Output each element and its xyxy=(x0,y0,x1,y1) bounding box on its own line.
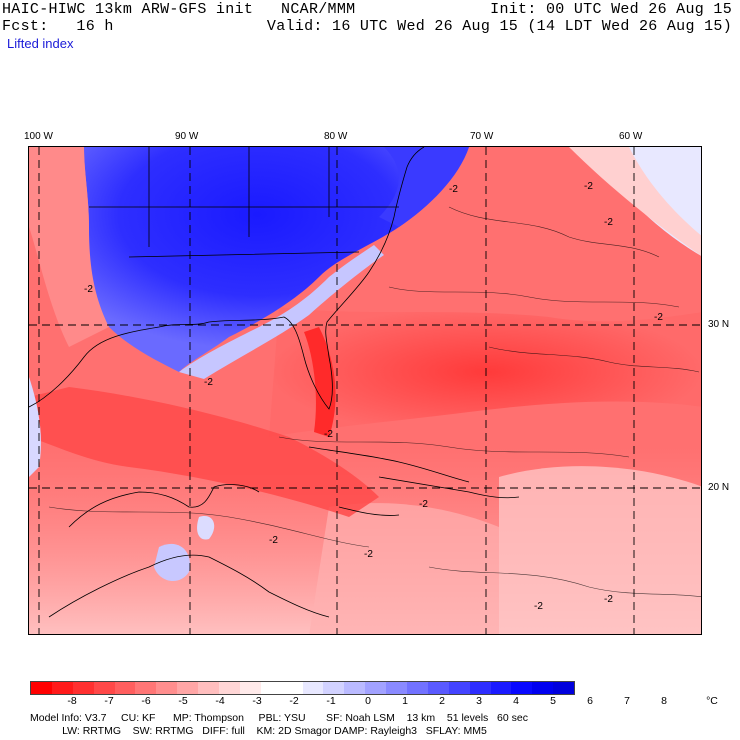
field-name: Lifted index xyxy=(7,36,74,51)
scale-swatch xyxy=(219,682,240,694)
contour-label: -2 xyxy=(534,601,543,612)
scale-tick-label: -4 xyxy=(215,695,225,707)
model-title: HAIC-HIWC 13km ARW-GFS init NCAR/MMM xyxy=(2,1,356,18)
scale-swatch xyxy=(51,682,73,694)
intense-instability-band xyxy=(269,307,701,437)
scale-swatch xyxy=(323,682,345,694)
map-svg: -2 -2 -2 -2 -2 -2 -2 -2 -2 -2 -2 -2 xyxy=(29,147,701,634)
scale-swatch xyxy=(490,682,512,694)
caribbean-weak-region xyxy=(309,503,499,634)
scale-tick-label: -7 xyxy=(104,695,114,707)
scale-tick-label: 5 xyxy=(550,695,556,707)
scale-swatch xyxy=(135,682,157,694)
lon-label-80w: 80 W xyxy=(324,131,348,142)
scale-tick-label: -5 xyxy=(178,695,188,707)
scale-tick-label: -3 xyxy=(252,695,262,707)
contour-label: -2 xyxy=(84,284,93,295)
lat-lon-grid xyxy=(29,147,701,634)
contours xyxy=(48,206,701,598)
color-scale-bar xyxy=(30,681,576,695)
scale-swatch xyxy=(114,682,136,694)
scale-swatch xyxy=(177,682,199,694)
lon-label-70w: 70 W xyxy=(470,131,494,142)
scale-swatch xyxy=(156,682,178,694)
scale-tick-label: 1 xyxy=(402,695,408,707)
lat-label-20n: 20 N xyxy=(708,482,730,493)
contour-label: -2 xyxy=(419,499,428,510)
scale-tick-label: 4 xyxy=(513,695,519,707)
scale-tick-label: 3 xyxy=(476,695,482,707)
scale-swatch xyxy=(532,682,554,694)
scale-swatch xyxy=(281,682,303,694)
forecast-hour: Fcst: 16 h xyxy=(2,18,114,35)
scale-swatch xyxy=(31,682,52,694)
scale-swatch xyxy=(448,682,470,694)
central-america-stable-pocket xyxy=(154,543,190,582)
scale-swatch xyxy=(386,682,408,694)
florida-peak xyxy=(304,327,336,437)
scale-tick-label: 0 xyxy=(365,695,371,707)
scale-tick-label: -2 xyxy=(289,695,299,707)
scale-swatch xyxy=(511,682,533,694)
valid-time: Valid: 16 UTC Wed 26 Aug 15 (14 LDT Wed … xyxy=(266,18,732,35)
coastlines xyxy=(29,147,520,618)
lon-label-100w: 100 W xyxy=(24,131,53,142)
scale-tick-label: 6 xyxy=(587,695,593,707)
contour-label: -2 xyxy=(204,377,213,388)
scale-swatch xyxy=(427,682,449,694)
contour-label: -2 xyxy=(604,217,613,228)
model-info-line2: LW: RRTMG SW: RRTMG DIFF: full KM: 2D Sm… xyxy=(30,725,487,737)
contour-label: -2 xyxy=(364,549,373,560)
northeast-transition xyxy=(569,147,701,256)
lon-label-90w: 90 W xyxy=(175,131,199,142)
scale-tick-label: -8 xyxy=(67,695,77,707)
southeast-weak-region xyxy=(499,466,701,634)
scale-swatch xyxy=(260,682,282,694)
gulf-instability-core xyxy=(29,387,379,517)
lifted-index-map: -2 -2 -2 -2 -2 -2 -2 -2 -2 -2 -2 -2 xyxy=(28,146,702,635)
lon-label-60w: 60 W xyxy=(619,131,643,142)
stable-edge-light xyxy=(179,245,384,379)
contour-label: -2 xyxy=(654,312,663,323)
scale-swatch xyxy=(302,682,324,694)
scale-swatch xyxy=(407,682,428,694)
scale-tick-label: 8 xyxy=(661,695,667,707)
scale-swatch xyxy=(198,682,220,694)
scale-swatch xyxy=(344,682,366,694)
scale-swatch xyxy=(365,682,387,694)
scale-swatch xyxy=(93,682,115,694)
scale-unit: °C xyxy=(706,695,718,707)
scale-tick-label: -1 xyxy=(326,695,336,707)
scale-swatch xyxy=(469,682,491,694)
scale-tick-label: -6 xyxy=(141,695,151,707)
scale-tick-label: 7 xyxy=(624,695,630,707)
contour-label: -2 xyxy=(584,181,593,192)
texas-moderate-region xyxy=(29,147,109,347)
lat-label-30n: 30 N xyxy=(708,319,730,330)
scale-swatch xyxy=(239,682,261,694)
stable-northeast-lobe xyxy=(379,147,469,227)
yucatan-stable-pocket xyxy=(197,516,215,540)
stable-blue-region xyxy=(84,147,469,372)
model-info-line1: Model Info: V3.7 CU: KF MP: Thompson PBL… xyxy=(30,712,528,724)
contour-label: -2 xyxy=(269,535,278,546)
contour-label: -2 xyxy=(324,429,333,440)
contour-label: -2 xyxy=(449,184,458,195)
western-stable-strip xyxy=(29,377,41,477)
scale-swatch xyxy=(553,682,575,694)
contour-label: -2 xyxy=(604,594,613,605)
scale-swatch xyxy=(72,682,94,694)
scale-tick-label: 2 xyxy=(439,695,445,707)
init-time: Init: 00 UTC Wed 26 Aug 15 xyxy=(490,1,732,18)
